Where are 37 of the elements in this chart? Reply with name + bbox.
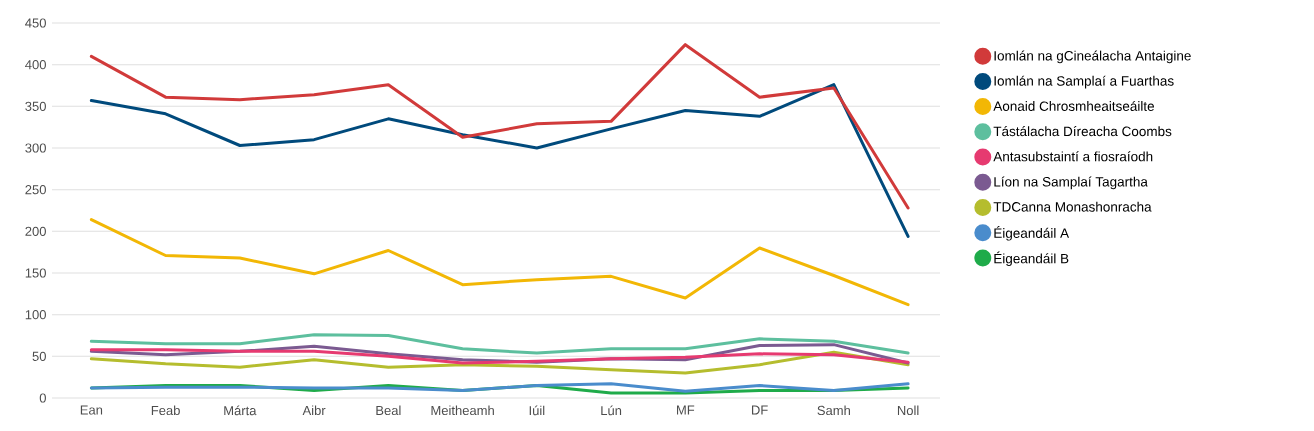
line-series (89, 43, 910, 210)
line-series (89, 350, 910, 375)
line-series (89, 333, 910, 355)
y-tick-label: 450 (25, 18, 46, 28)
y-tick-label: 0 (39, 393, 46, 403)
x-tick-label: Beal (376, 405, 401, 416)
y-tick-label: 50 (32, 351, 46, 361)
x-tick-label: MF (677, 405, 695, 415)
x-tick-label: Aibr (302, 405, 326, 416)
y-tick-label: 300 (25, 143, 46, 153)
line-series (89, 218, 910, 307)
x-tick-label: Márta (224, 405, 257, 416)
x-tick-label: Ean (80, 405, 103, 415)
legend-label: Iomlán na gCineálacha Antaigine (994, 50, 1191, 64)
legend-label: TDCanna Monashonracha (993, 201, 1152, 212)
legend-label: Aonaid Chrosmheaitseáilte (993, 100, 1154, 111)
y-tick-label: 150 (25, 268, 46, 278)
x-tick-label: Lún (601, 405, 622, 416)
legend-label: Éigeandáil B (994, 251, 1069, 267)
x-tick-label: Noll (897, 405, 919, 416)
y-tick-label: 200 (25, 226, 46, 236)
x-tick-label: Iúil (529, 405, 545, 416)
legend-label: Antasubstaintí a fiosraíodh (993, 151, 1153, 162)
legend-label: Tástálacha Díreacha Coombs (993, 126, 1172, 137)
x-tick-label: Samh (817, 405, 850, 416)
x-tick-label: Feab (151, 405, 180, 416)
x-tick-label: DF (751, 405, 768, 415)
x-tick-label: Meitheamh (431, 405, 494, 416)
y-tick-label: 250 (25, 185, 46, 195)
y-tick-label: 400 (25, 60, 46, 70)
y-tick-label: 100 (25, 310, 46, 320)
legend-label: Éigeandáil A (994, 226, 1070, 241)
y-tick-label: 350 (25, 101, 46, 111)
legend-label: Líon na Samplaí Tagartha (994, 176, 1148, 190)
line-series (89, 348, 910, 365)
legend-label: Iomlán na Samplaí a Fuarthas (994, 75, 1174, 89)
line-series (89, 83, 910, 238)
